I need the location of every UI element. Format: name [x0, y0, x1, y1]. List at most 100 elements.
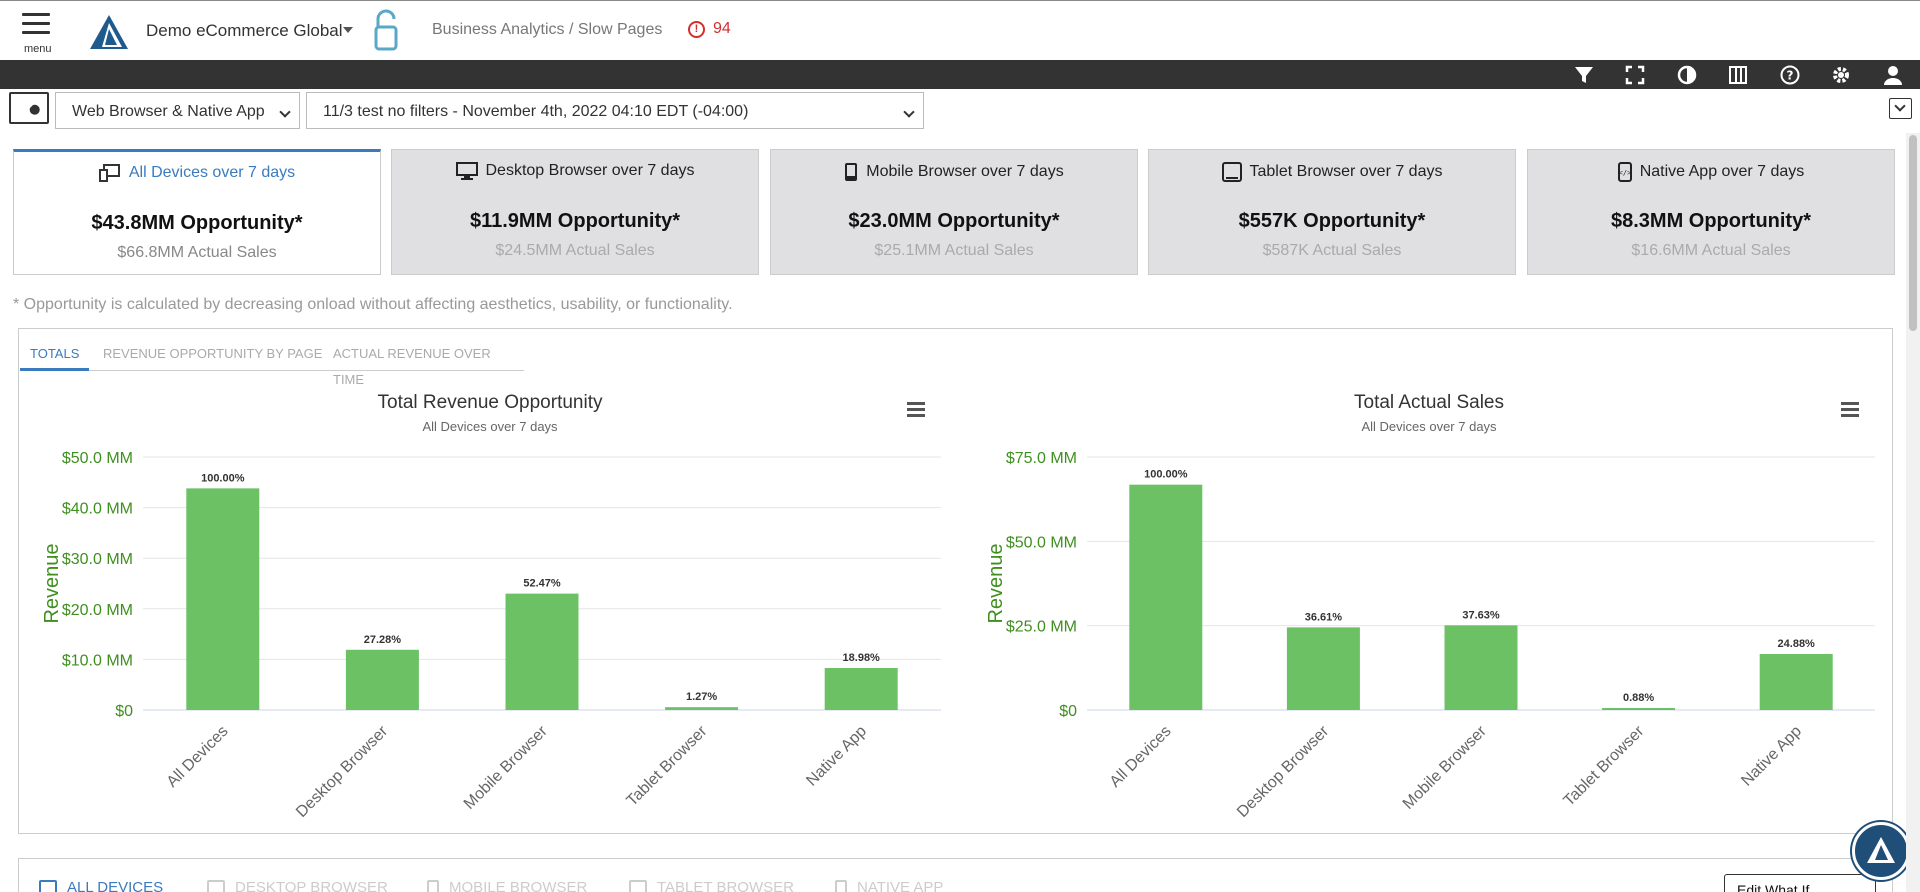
- x-tick-label: Tablet Browser: [1561, 722, 1648, 809]
- bar-data-label: 0.88%: [1623, 692, 1654, 704]
- chart-subtitle: All Devices over 7 days: [422, 419, 558, 434]
- chart-menu-icon-bar: [1841, 402, 1859, 405]
- desktop-icon: [207, 879, 225, 892]
- bar: [665, 707, 739, 710]
- y-tick-label: $75.0 MM: [1006, 450, 1077, 467]
- x-tick-label: All Devices: [1107, 723, 1175, 791]
- tab-all-devices[interactable]: ALL DEVICES: [39, 879, 163, 892]
- mobile-icon: [427, 879, 439, 892]
- tab-revenue-opportunity-by-page[interactable]: REVENUE OPPORTUNITY BY PAGE: [103, 346, 323, 361]
- platform-select-value: Web Browser & Native App: [72, 103, 265, 120]
- tab-label: MOBILE BROWSER: [449, 879, 588, 892]
- card-desktop-browser[interactable]: Desktop Browser over 7 days $11.9MM Oppo…: [391, 149, 759, 275]
- dataset-select[interactable]: 11/3 test no filters - November 4th, 202…: [306, 92, 924, 129]
- chart-menu-icon-bar: [907, 402, 925, 405]
- bar-data-label: 18.98%: [843, 652, 881, 664]
- y-tick-label: $10.0 MM: [62, 652, 133, 669]
- page-scrollbar[interactable]: [1906, 133, 1920, 892]
- chevron-down-icon: [903, 106, 915, 118]
- chart-title: Total Revenue Opportunity: [378, 392, 603, 413]
- opportunity-footnote: * Opportunity is calculated by decreasin…: [13, 296, 733, 313]
- chevron-down-icon: [279, 106, 291, 118]
- wrench-icon: [22, 104, 40, 116]
- y-tick-label: $30.0 MM: [62, 551, 133, 568]
- tablet-icon: [1221, 162, 1242, 182]
- top-toolbar: ?: [0, 60, 1920, 89]
- fullscreen-icon[interactable]: [1624, 64, 1646, 86]
- bar: [1129, 484, 1203, 710]
- card-title: Mobile Browser over 7 days: [771, 162, 1137, 182]
- tablet-icon: [629, 879, 647, 892]
- bar-data-label: 37.63%: [1462, 609, 1500, 621]
- y-tick-label: $0: [115, 703, 133, 720]
- tab-totals[interactable]: TOTALS: [20, 341, 90, 371]
- settings-icon[interactable]: [1830, 64, 1852, 86]
- tab-label: NATIVE APP: [857, 879, 944, 892]
- card-opportunity: $23.0MM Opportunity*: [848, 210, 1060, 232]
- card-opportunity: $8.3MM Opportunity*: [1610, 210, 1811, 232]
- chart-title: Total Actual Sales: [1354, 392, 1504, 413]
- org-dropdown-caret-icon[interactable]: [343, 27, 353, 33]
- tab-tablet-browser[interactable]: TABLET BROWSER: [629, 879, 794, 892]
- tab-mobile-browser[interactable]: MOBILE BROWSER: [427, 879, 587, 892]
- tab-native-app[interactable]: NATIVE APP: [835, 879, 943, 892]
- bar: [1444, 625, 1518, 710]
- platform-select[interactable]: Web Browser & Native App: [55, 92, 300, 129]
- bar: [824, 668, 898, 710]
- alert-indicator[interactable]: ! 94: [688, 20, 731, 38]
- tab-desktop-browser[interactable]: DESKTOP BROWSER: [207, 879, 388, 892]
- tab-actual-revenue-over-time[interactable]: ACTUAL REVENUE OVER TIME: [333, 346, 491, 387]
- alert-count: 94: [713, 20, 731, 37]
- contrast-icon[interactable]: [1676, 64, 1698, 86]
- logo-icon: [1867, 837, 1895, 863]
- card-title: </> Native App over 7 days: [1528, 162, 1894, 182]
- svg-text:?: ?: [1787, 69, 1794, 83]
- y-tick-label: $40.0 MM: [62, 501, 133, 518]
- y-axis-label: Revenue: [985, 543, 1007, 623]
- chart-menu-icon-bar: [907, 414, 925, 417]
- scrollbar-thumb[interactable]: [1909, 135, 1917, 331]
- actual-sales-chart: Total Actual Sales All Devices over 7 day…: [985, 392, 1875, 821]
- bar-data-label: 52.47%: [523, 578, 561, 590]
- bar-data-label: 1.27%: [686, 691, 717, 703]
- wrench-button[interactable]: [9, 92, 49, 124]
- card-actual-sales: $25.1MM Actual Sales: [874, 242, 1034, 259]
- collapse-button[interactable]: [1889, 98, 1912, 119]
- card-title: Desktop Browser over 7 days: [392, 162, 758, 180]
- card-tablet-browser[interactable]: Tablet Browser over 7 days $557K Opportu…: [1148, 149, 1516, 275]
- columns-icon[interactable]: [1727, 64, 1749, 86]
- y-axis-label: Revenue: [41, 543, 63, 623]
- revenue-opportunity-chart: Total Revenue Opportunity All Devices ove…: [41, 392, 941, 821]
- logo-icon[interactable]: [88, 13, 130, 51]
- org-selector[interactable]: Demo eCommerce Global: [146, 21, 343, 40]
- filter-icon[interactable]: [1573, 64, 1595, 86]
- card-title-text: Tablet Browser over 7 days: [1249, 163, 1443, 180]
- bar-data-label: 36.61%: [1305, 611, 1343, 623]
- card-opportunity: $43.8MM Opportunity*: [91, 212, 303, 234]
- y-tick-label: $20.0 MM: [62, 602, 133, 619]
- chart-menu-icon-bar: [1841, 414, 1859, 417]
- card-title-text: All Devices over 7 days: [128, 164, 296, 181]
- bar-data-label: 24.88%: [1778, 638, 1816, 650]
- native-app-icon: [835, 879, 847, 892]
- unlock-icon[interactable]: [372, 9, 402, 53]
- edit-what-if-variables-button[interactable]: Edit What If Variables: [1724, 874, 1876, 892]
- chart-menu-icon[interactable]: [907, 402, 925, 417]
- card-native-app[interactable]: </> Native App over 7 days $8.3MM Opport…: [1527, 149, 1895, 275]
- y-tick-label: $0: [1059, 703, 1077, 720]
- card-all-devices[interactable]: All Devices over 7 days $43.8MM Opportun…: [13, 149, 381, 275]
- user-icon[interactable]: [1882, 64, 1904, 86]
- help-icon[interactable]: ?: [1779, 64, 1801, 86]
- assistant-button[interactable]: [1852, 822, 1910, 880]
- card-title: Tablet Browser over 7 days: [1149, 162, 1515, 182]
- tab-label: TABLET BROWSER: [657, 879, 794, 892]
- breadcrumb[interactable]: Business Analytics / Slow Pages: [432, 21, 663, 38]
- chart-menu-icon[interactable]: [1841, 402, 1859, 417]
- bar: [186, 488, 260, 710]
- card-mobile-browser[interactable]: Mobile Browser over 7 days $23.0MM Oppor…: [770, 149, 1138, 275]
- menu-button[interactable]: menu: [22, 13, 52, 55]
- mobile-icon: [845, 163, 858, 181]
- y-tick-label: $25.0 MM: [1006, 619, 1077, 636]
- bar: [505, 593, 579, 710]
